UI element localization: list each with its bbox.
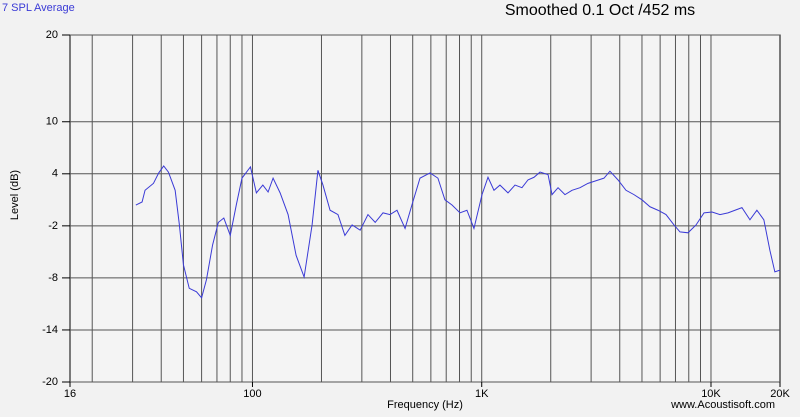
chart-title: Smoothed 0.1 Oct /452 ms [505, 2, 695, 19]
x-tick-label: 20K [770, 388, 790, 400]
credit: www.Acoustisoft.com [670, 399, 775, 411]
y-tick-label: -8 [48, 272, 58, 284]
x-tick-label: 16 [64, 388, 76, 400]
y-tick-label: -2 [48, 220, 58, 232]
plot-area [69, 34, 781, 383]
y-axis-label: Level (dB) [9, 170, 21, 220]
y-tick-label: -14 [42, 324, 58, 336]
y-tick-label: 4 [52, 168, 58, 180]
x-tick-label: 10K [701, 388, 721, 400]
y-tick-label: -20 [42, 376, 58, 388]
y-tick-label: 10 [46, 116, 58, 128]
series-line [135, 165, 781, 299]
x-tick-label: 100 [243, 388, 261, 400]
x-tick-label: 1K [475, 388, 489, 400]
legend-entry: 7 SPL Average [2, 2, 75, 14]
x-axis-label: Frequency (Hz) [387, 399, 463, 411]
y-tick-label: 20 [46, 29, 58, 41]
